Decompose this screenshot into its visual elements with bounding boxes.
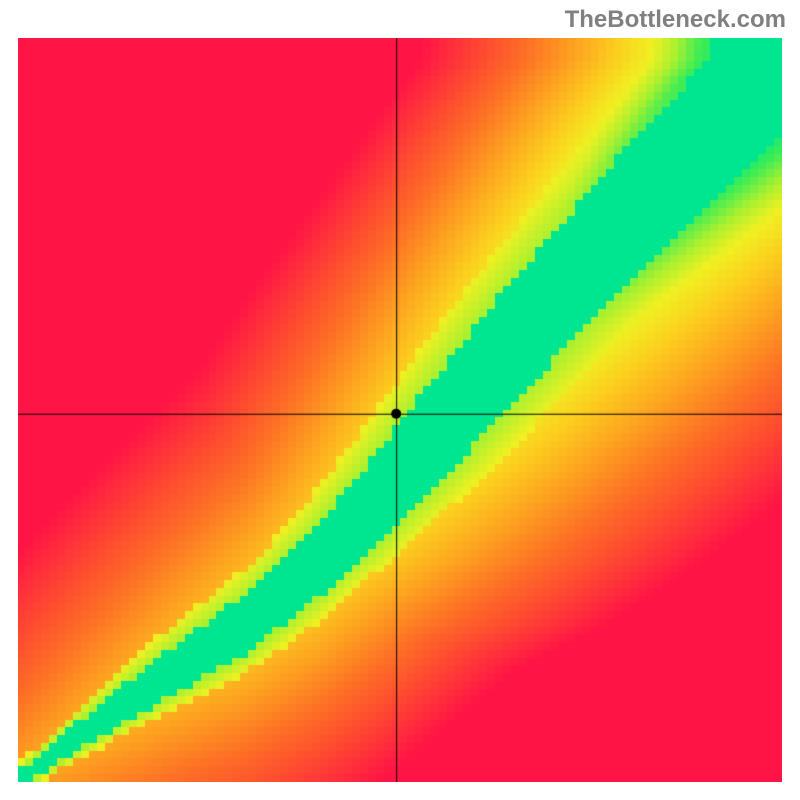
- plot-area: [18, 38, 782, 782]
- chart-container: TheBottleneck.com: [0, 0, 800, 800]
- watermark-text: TheBottleneck.com: [565, 6, 786, 34]
- bottleneck-heatmap: [18, 38, 782, 782]
